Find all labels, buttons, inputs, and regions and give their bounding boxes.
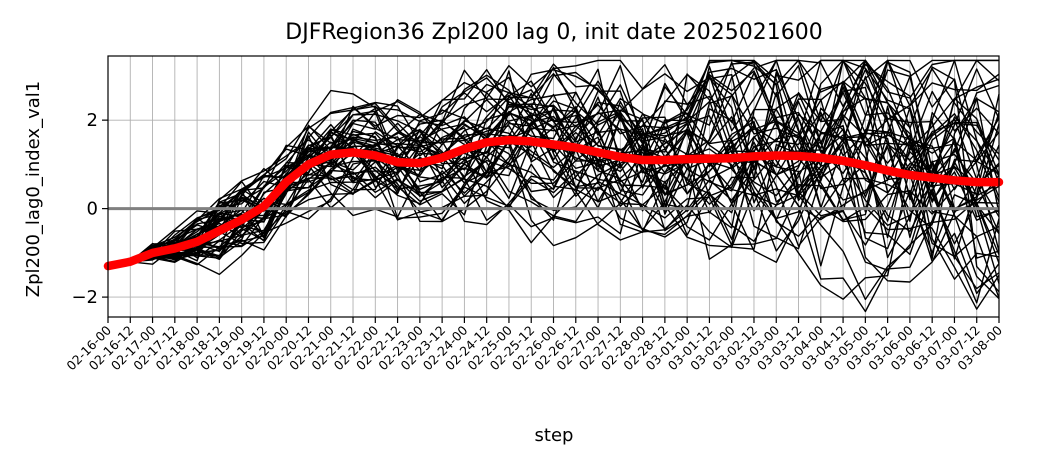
ensemble-member-line [107,86,1000,310]
y-axis-label: Zpl200_lag0_index_val1 [23,81,44,297]
ensemble-member-line [107,59,1000,283]
y-tick-label: 2 [87,110,98,131]
y-tick-label: 0 [87,199,98,220]
ensemble-member-line [107,92,1000,267]
x-axis-ticks: 02-16-0002-16-1202-17-0002-17-1202-18-00… [63,317,1005,373]
ensemble-member-line [107,59,1000,267]
ensemble-member-line [107,59,1000,267]
ensemble-member-line [107,59,999,267]
ensemble-mean-line [103,135,1004,271]
y-axis-ticks: −2 0 2 [71,110,108,308]
ensemble-member-line [107,76,1000,313]
x-axis-label: step [535,425,574,446]
y-tick-label: −2 [71,287,98,308]
ensemble-mean-layer [103,135,1004,271]
chart-title: DJFRegion36 Zpl200 lag 0, init date 2025… [285,20,822,45]
ensemble-member-line [107,101,1000,267]
ensemble-member-line [107,61,1000,267]
ensemble-lines [107,59,1000,313]
ensemble-member-line [107,59,1000,299]
ensemble-member-line [107,72,1000,304]
ensemble-member-line [107,59,1000,267]
ensemble-member-line [107,60,1000,267]
ensemble-member-line [107,59,1000,267]
ensemble-member-line [107,77,1000,267]
